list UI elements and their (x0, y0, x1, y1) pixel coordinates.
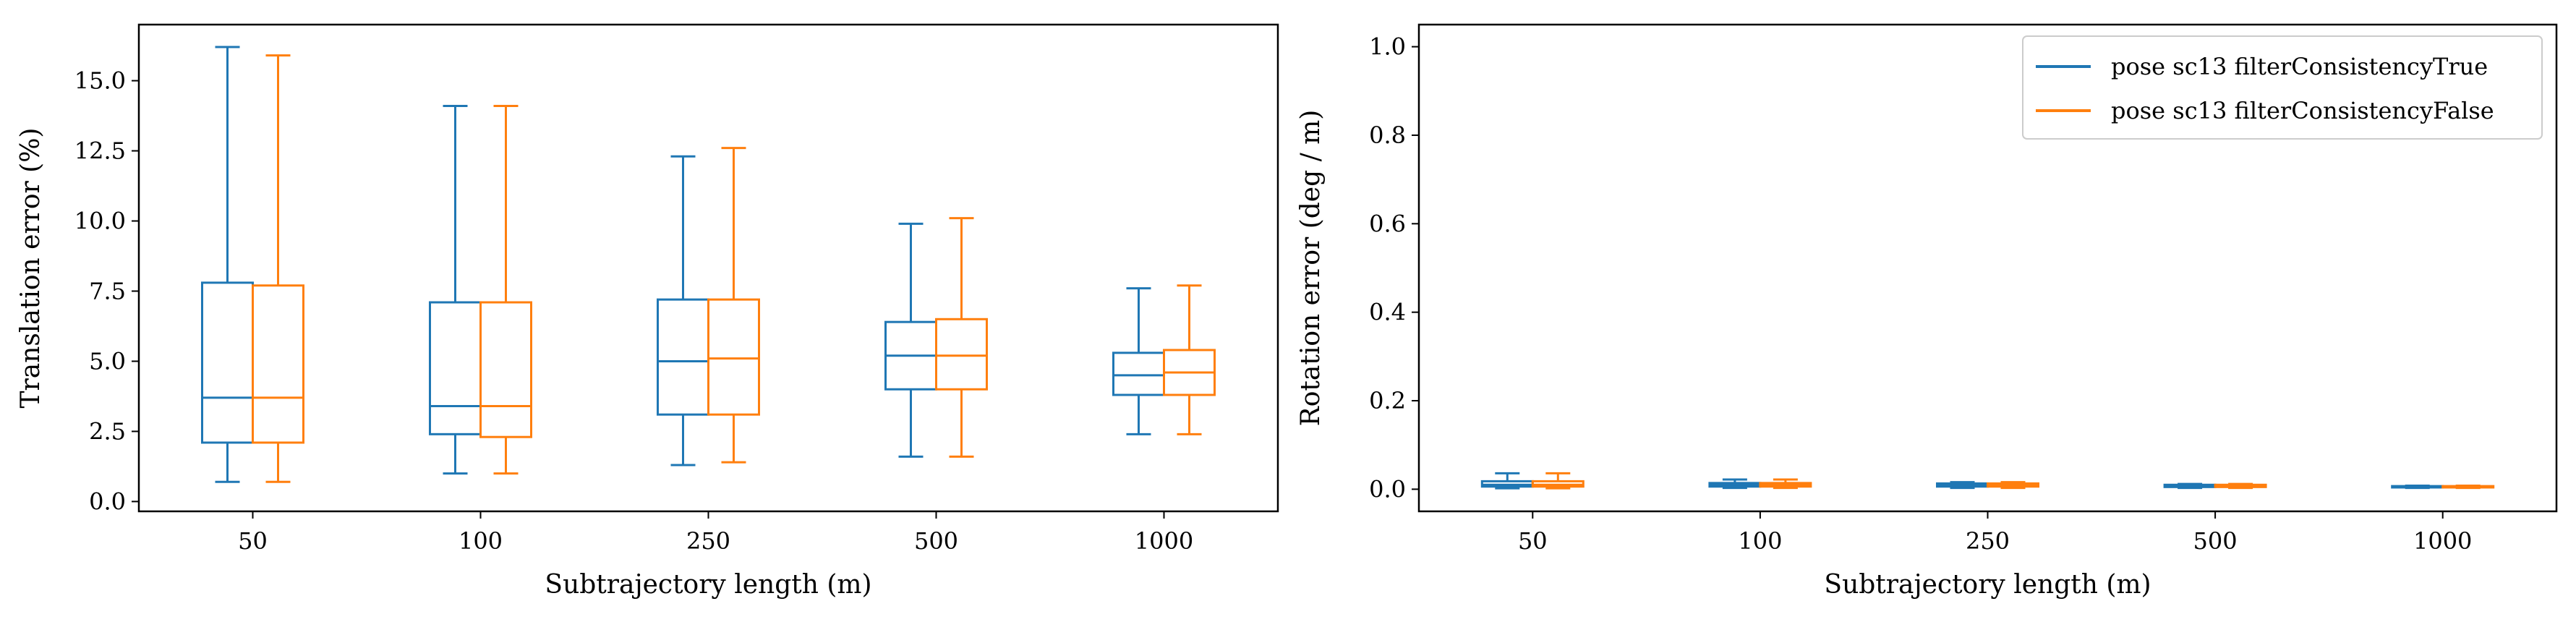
y-axis-label: Translation error (%) (16, 128, 46, 409)
x-tick-label: 1000 (1135, 527, 1193, 555)
box-2-250 (1988, 482, 2039, 488)
y-tick-label: 10.0 (74, 208, 126, 235)
x-tick-label: 50 (1518, 527, 1548, 555)
x-tick-label: 50 (238, 527, 268, 555)
y-tick-label: 2.5 (89, 417, 126, 445)
x-tick-label: 100 (459, 527, 503, 555)
y-tick-label: 0.6 (1369, 210, 1406, 237)
y-tick-label: 7.5 (89, 278, 126, 305)
x-tick-label: 500 (2193, 527, 2238, 555)
x-tick-label: 250 (686, 527, 730, 555)
legend-label: pose sc13 filterConsistencyFalse (2111, 97, 2494, 124)
y-tick-label: 1.0 (1369, 33, 1406, 61)
x-tick-label: 100 (1738, 527, 1782, 555)
y-tick-label: 0.8 (1369, 122, 1406, 149)
x-tick-label: 1000 (2413, 527, 2472, 555)
legend: pose sc13 filterConsistencyTrue pose sc13… (2023, 36, 2542, 139)
x-tick-label: 500 (914, 527, 958, 555)
y-tick-label: 5.0 (89, 347, 126, 375)
box-1-500 (2165, 484, 2215, 488)
box-2-1000 (2443, 486, 2494, 488)
box-1-1000 (2392, 486, 2443, 488)
y-tick-label: 15.0 (74, 67, 126, 95)
y-tick-label: 0.2 (1369, 387, 1406, 414)
x-axis-label: Subtrajectory length (m) (545, 570, 871, 600)
box-2-500 (2215, 484, 2266, 488)
y-tick-label: 0.4 (1369, 299, 1406, 326)
box-1-250 (1937, 482, 1988, 488)
x-axis-label: Subtrajectory length (m) (1824, 570, 2151, 600)
y-axis-label: Rotation error (deg / m) (1296, 110, 1326, 427)
y-tick-label: 12.5 (74, 137, 126, 165)
x-tick-label: 250 (1966, 527, 2010, 555)
y-tick-label: 0.0 (1369, 475, 1406, 503)
y-tick-label: 0.0 (89, 487, 126, 515)
legend-label: pose sc13 filterConsistencyTrue (2111, 53, 2488, 80)
